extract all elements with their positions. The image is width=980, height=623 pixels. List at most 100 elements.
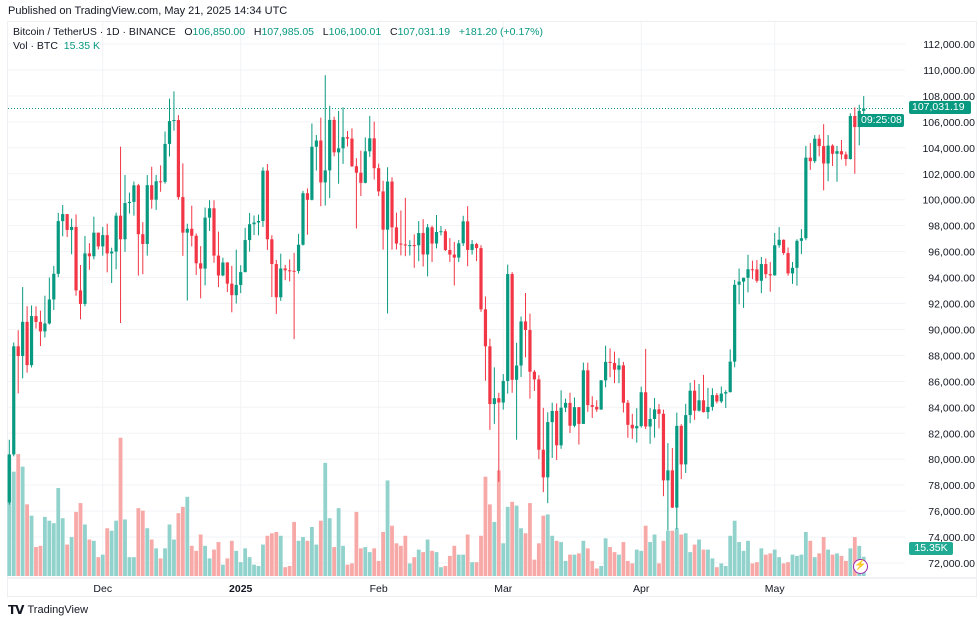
symbol-title[interactable]: Bitcoin / TetherUS · 1D · BINANCE — [13, 26, 176, 38]
volume-bar — [305, 540, 310, 576]
candle-body — [666, 470, 670, 481]
y-tick-label: 90,000.00 — [928, 324, 975, 336]
candle-body — [279, 268, 283, 298]
y-tick-label: 72,000.00 — [928, 558, 975, 570]
y-tick-label: 102,000.00 — [922, 169, 975, 181]
volume-bar — [826, 549, 830, 576]
volume-bar — [105, 528, 110, 576]
candle-body — [354, 166, 358, 173]
volume-bar — [229, 540, 234, 576]
volume-bar — [670, 530, 675, 576]
candle-body — [719, 393, 723, 402]
x-tick-label: Apr — [633, 583, 650, 595]
candle-body — [163, 143, 167, 182]
volume-bar — [772, 549, 777, 576]
candle-body — [528, 329, 532, 372]
chart-legend: Bitcoin / TetherUS · 1D · BINANCE O106,8… — [13, 25, 543, 53]
candle-body — [848, 116, 852, 160]
volume-bar — [261, 544, 265, 576]
volume-bar — [590, 560, 595, 576]
volume-bar — [585, 548, 590, 576]
volume-bar — [443, 565, 448, 576]
tradingview-logo-icon[interactable]: 𝗧𝗩 — [8, 603, 25, 617]
candle-body — [194, 235, 198, 264]
volume-bar — [278, 535, 283, 576]
candle-body — [12, 346, 16, 455]
candle-body — [608, 361, 612, 363]
lightning-alert-icon[interactable]: ⚡ — [853, 559, 868, 574]
volume-bar — [456, 554, 461, 576]
volume-bar — [301, 537, 305, 576]
candle-body — [550, 410, 554, 423]
volume-bar — [238, 562, 243, 576]
volume-bar — [719, 563, 724, 576]
candle-body — [136, 185, 140, 235]
candle-body — [212, 208, 216, 256]
candle-body — [488, 346, 492, 405]
candle-body — [359, 172, 363, 183]
volume-bar — [750, 563, 755, 576]
candle-body — [581, 370, 585, 424]
candle-body — [555, 410, 559, 446]
volume-bar — [358, 548, 363, 576]
y-tick-label: 110,000.00 — [923, 65, 975, 77]
candle-body — [741, 277, 746, 282]
candle-body — [474, 244, 479, 249]
volume-value: 15.35 K — [63, 40, 100, 52]
volume-bar — [283, 567, 288, 576]
volume-bar — [403, 535, 408, 576]
candle-body — [710, 395, 714, 407]
chart-frame — [7, 21, 977, 597]
candle-body — [639, 392, 643, 427]
volume-label[interactable]: Vol · BTC — [13, 40, 58, 52]
volume-bar — [158, 558, 163, 576]
volume-bar — [56, 488, 61, 576]
volume-bar — [47, 520, 52, 576]
candle-body — [443, 231, 447, 251]
y-tick-label: 74,000.00 — [928, 532, 975, 544]
candle-body — [225, 262, 229, 284]
volume-bar — [7, 455, 12, 576]
brand-name[interactable]: TradingView — [27, 604, 89, 616]
volume-bar — [799, 554, 804, 576]
volume-bar — [692, 544, 697, 576]
candle-body — [630, 424, 634, 429]
volume-bar — [430, 550, 434, 576]
volume-bar — [154, 548, 159, 576]
volume-bar — [381, 532, 385, 576]
candle-body — [154, 181, 158, 200]
volume-bar — [839, 555, 844, 576]
volume-bar — [350, 563, 354, 576]
volume-bar — [140, 510, 145, 576]
candle-body — [844, 154, 848, 160]
candle-body — [755, 269, 759, 281]
volume-bar — [29, 515, 34, 576]
volume-bar — [612, 552, 617, 576]
volume-bar — [572, 554, 577, 576]
candle-body — [510, 274, 514, 380]
candle-body — [768, 274, 772, 276]
volume-bar — [755, 562, 759, 576]
volume-bar — [167, 524, 172, 576]
volume-bar — [247, 557, 252, 576]
candle-body — [256, 220, 261, 223]
volume-bar — [706, 549, 710, 576]
volume-bar — [554, 540, 559, 576]
candle-body — [301, 193, 305, 245]
volume-bar — [559, 542, 563, 576]
volume-bar — [666, 530, 670, 576]
open-label: O — [184, 26, 193, 38]
candle-body — [746, 269, 750, 278]
ohlc-line: Bitcoin / TetherUS · 1D · BINANCE O106,8… — [13, 25, 543, 39]
volume-bar — [16, 454, 21, 576]
volume-bar — [545, 514, 550, 576]
candle-body — [337, 148, 341, 153]
candle-body — [675, 425, 679, 508]
candle-body — [96, 232, 100, 247]
volume-bar — [643, 525, 648, 576]
volume-bar — [336, 508, 341, 576]
volume-bar — [768, 553, 773, 576]
volume-bar — [390, 525, 394, 576]
candle-body — [724, 392, 728, 394]
